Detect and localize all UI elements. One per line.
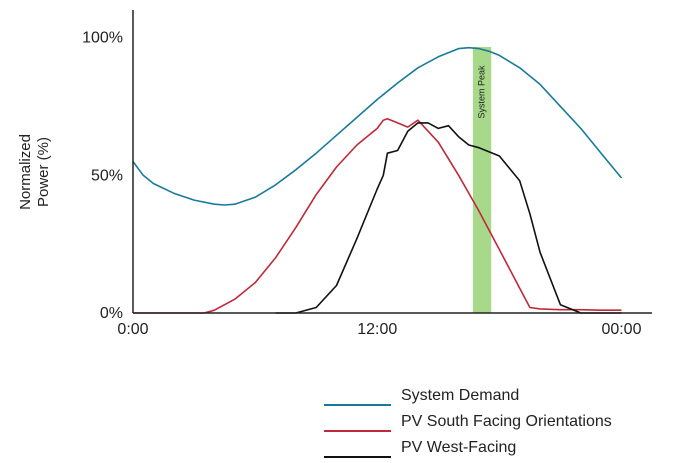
series-layer — [132, 46, 623, 314]
y-tick-label: 100% — [82, 30, 123, 47]
x-tick-labels: 0:00 12:00 00:00 — [117, 321, 641, 338]
series-line-pv-west-facing — [275, 122, 622, 314]
y-tick-label: 0% — [100, 305, 123, 322]
series-line-system-demand — [132, 46, 623, 206]
y-tick-labels: 0% 50% 100% — [82, 30, 123, 322]
y-axis-title-line-2: Power (%) — [35, 137, 52, 207]
series-line-pv-south-facing-orientations — [133, 118, 622, 314]
x-tick-label: 0:00 — [117, 321, 148, 338]
legend: System Demand PV South Facing Orientation… — [324, 387, 612, 458]
x-tick-label: 00:00 — [601, 321, 641, 338]
system-peak-label: System Peak — [476, 65, 486, 119]
legend-label: PV South Facing Orientations — [401, 413, 612, 430]
y-tick-label: 50% — [91, 167, 123, 184]
peak-band-group: System Peak — [472, 47, 492, 313]
legend-label: PV West-Facing — [401, 439, 516, 456]
legend-label: System Demand — [401, 387, 519, 404]
system-peak-band — [472, 47, 492, 313]
y-axis-title-line-1: Normalized — [17, 134, 34, 210]
y-axis-title: Normalized Power (%) — [17, 134, 52, 210]
x-tick-label: 12:00 — [357, 321, 397, 338]
